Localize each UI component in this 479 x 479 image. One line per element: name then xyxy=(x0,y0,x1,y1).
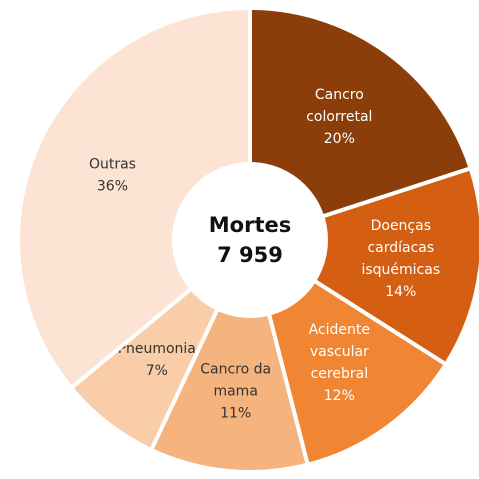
label-line: isquémicas xyxy=(361,262,440,278)
label-line: Cancro da xyxy=(200,361,271,377)
slice xyxy=(245,165,479,368)
label-line: mama xyxy=(213,383,257,399)
label-line: Doenças xyxy=(371,218,431,234)
value-label: 12% xyxy=(324,388,355,404)
label-line: Cancro xyxy=(315,87,364,103)
value-label: 20% xyxy=(324,131,355,147)
slice xyxy=(16,5,252,391)
slice xyxy=(148,234,311,474)
donut-hole xyxy=(172,162,328,318)
slice-label: Pneumonia 7% xyxy=(118,341,196,379)
center-label: 7 959 xyxy=(217,243,283,267)
center-label: Mortes xyxy=(209,213,291,237)
slice-label: Cancro da mama 11% xyxy=(200,361,271,421)
value-label: 36% xyxy=(97,178,128,194)
label-line: Pneumonia xyxy=(118,341,196,357)
slice-label: Acidente vascular cerebral 12% xyxy=(309,322,370,404)
label-line: cardíacas xyxy=(367,240,434,256)
slice xyxy=(248,5,474,243)
value-label: 11% xyxy=(220,405,251,421)
label-line: vascular xyxy=(310,344,369,360)
value-label: 7% xyxy=(146,363,168,379)
label-line: cerebral xyxy=(311,366,368,382)
value-label: 14% xyxy=(385,284,416,300)
slice-label: Outras 36% xyxy=(89,156,136,194)
slice-label: Doenças cardíacas isquémicas 14% xyxy=(361,218,440,300)
label-line: Acidente xyxy=(309,322,370,338)
label-line: colorretal xyxy=(306,109,372,125)
label-line: Outras xyxy=(89,156,136,172)
slice-label: Cancro colorretal 20% xyxy=(306,87,372,147)
